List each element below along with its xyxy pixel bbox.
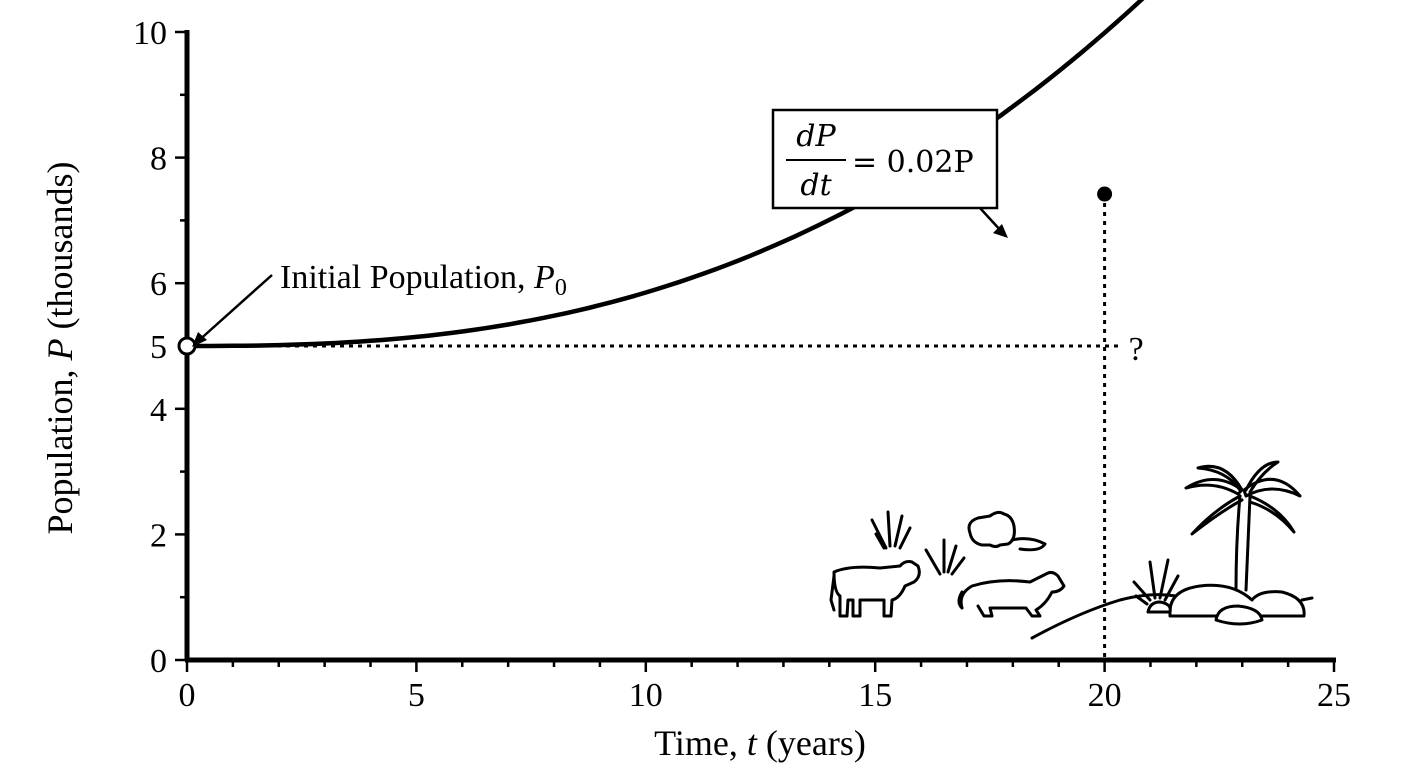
annotation-arrowhead [192,332,207,347]
cow-icon [829,560,921,618]
grass-icon [1132,558,1180,606]
rat-icon [967,510,1047,552]
x-axis-title-prefix: Time, [654,723,747,763]
rocks-icon [1146,583,1314,626]
x-axis-title: Time, t (years) [654,723,866,763]
x-tick-label: 5 [408,677,425,714]
marked-point [1097,186,1113,202]
initial-population-prefix: Initial Population, [280,259,534,296]
equation-denominator: dt [800,168,832,203]
y-tick-label: 8 [150,141,167,178]
initial-population-var: P [533,259,555,296]
grass-icon [924,538,966,576]
x-ticks: 0 5 10 15 20 25 [179,660,1351,714]
y-axis-title-var: P [40,338,80,361]
y-tick-label: 4 [150,392,167,429]
question-label: ? [1129,331,1144,368]
x-tick-label: 10 [629,677,663,714]
weasel-icon [957,570,1066,618]
x-tick-label: 20 [1088,677,1122,714]
x-axis-title-var: t [747,723,758,763]
y-axis-title-suffix: (thousands) [40,162,80,339]
ground-line [1030,593,1178,640]
x-tick-label: 25 [1317,677,1351,714]
initial-population-annotation: Initial Population, P0 [192,259,567,347]
equation-rhs: = 0.02P [852,145,974,180]
equation-numerator: dP [796,119,836,154]
initial-population-label: Initial Population, P0 [280,259,567,301]
axes [184,30,1336,663]
wildlife-illustration [829,460,1314,640]
population-curve [187,0,1145,349]
x-tick-label: 0 [179,677,196,714]
x-tick-label: 15 [858,677,892,714]
y-tick-label: 6 [150,266,167,303]
initial-point [177,336,197,356]
y-axis-title-prefix: Population, [40,360,80,534]
annotation-arrow-line [195,274,273,344]
palm-tree-icon [1184,460,1302,592]
y-axis-title: Population, P (thousands) [40,162,80,535]
initial-population-subscript: 0 [555,275,567,301]
y-tick-label: 5 [150,329,167,366]
y-tick-label: 0 [150,643,167,680]
grass-icon [870,510,912,550]
y-tick-label: 10 [133,15,167,52]
equation-box: dP dt = 0.02P [771,108,1008,238]
y-ticks: 0 2 4 5 6 8 10 [133,15,187,680]
equation-pointer-arrowhead [993,224,1008,238]
y-tick-label: 2 [150,517,167,554]
x-axis-title-suffix: (years) [757,723,866,763]
